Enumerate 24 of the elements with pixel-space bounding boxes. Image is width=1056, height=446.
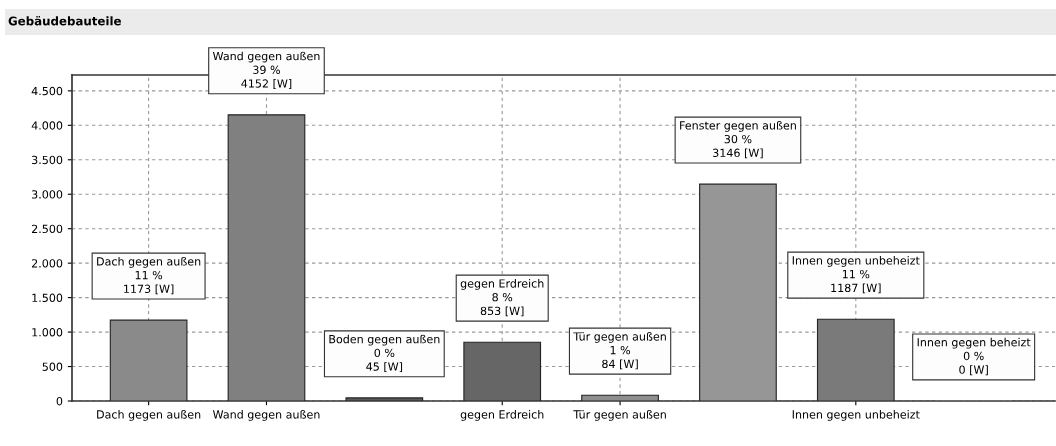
x-tick-label: Innen gegen unbeheizt [792, 410, 920, 421]
x-tick-label: Tür gegen außen [573, 410, 666, 421]
chart-title: Gebäudebauteile [8, 16, 121, 26]
data-label: Fenster gegen außen 30 % 3146 [W] [680, 121, 796, 159]
y-tick-label: 1.000 [32, 328, 63, 337]
y-tick-label: 4.000 [31, 121, 63, 130]
data-label: gegen Erdreich 8 % 853 [W] [460, 279, 544, 317]
x-tick-label: Dach gegen außen [97, 410, 201, 421]
x-tick-label: gegen Erdreich [460, 410, 544, 421]
y-tick-label: 2.000 [31, 259, 63, 268]
data-label: Innen gegen beheizt 0 % 0 [W] [917, 337, 1031, 376]
data-label: Tür gegen außen 1 % 84 [W] [573, 332, 666, 370]
y-tick-label: 2.500 [31, 224, 63, 234]
y-tick-label: 0 [56, 396, 63, 406]
y-tick-label: 4.500 [31, 86, 63, 96]
x-tick-label: Wand gegen außen [212, 410, 320, 421]
data-label: Boden gegen außen 0 % 45 [W] [329, 334, 440, 373]
data-label: Dach gegen außen 11 % 1173 [W] [97, 256, 201, 295]
y-tick-label: 500 [42, 362, 63, 371]
y-tick-label: 1.500 [32, 293, 63, 302]
y-tick-label: 3.000 [32, 190, 63, 199]
y-tick-label: 3.500 [32, 155, 63, 165]
data-label: Innen gegen unbeheizt 11 % 1187 [W] [792, 256, 920, 294]
data-label: Wand gegen außen 39 % 4152 [W] [212, 51, 320, 89]
